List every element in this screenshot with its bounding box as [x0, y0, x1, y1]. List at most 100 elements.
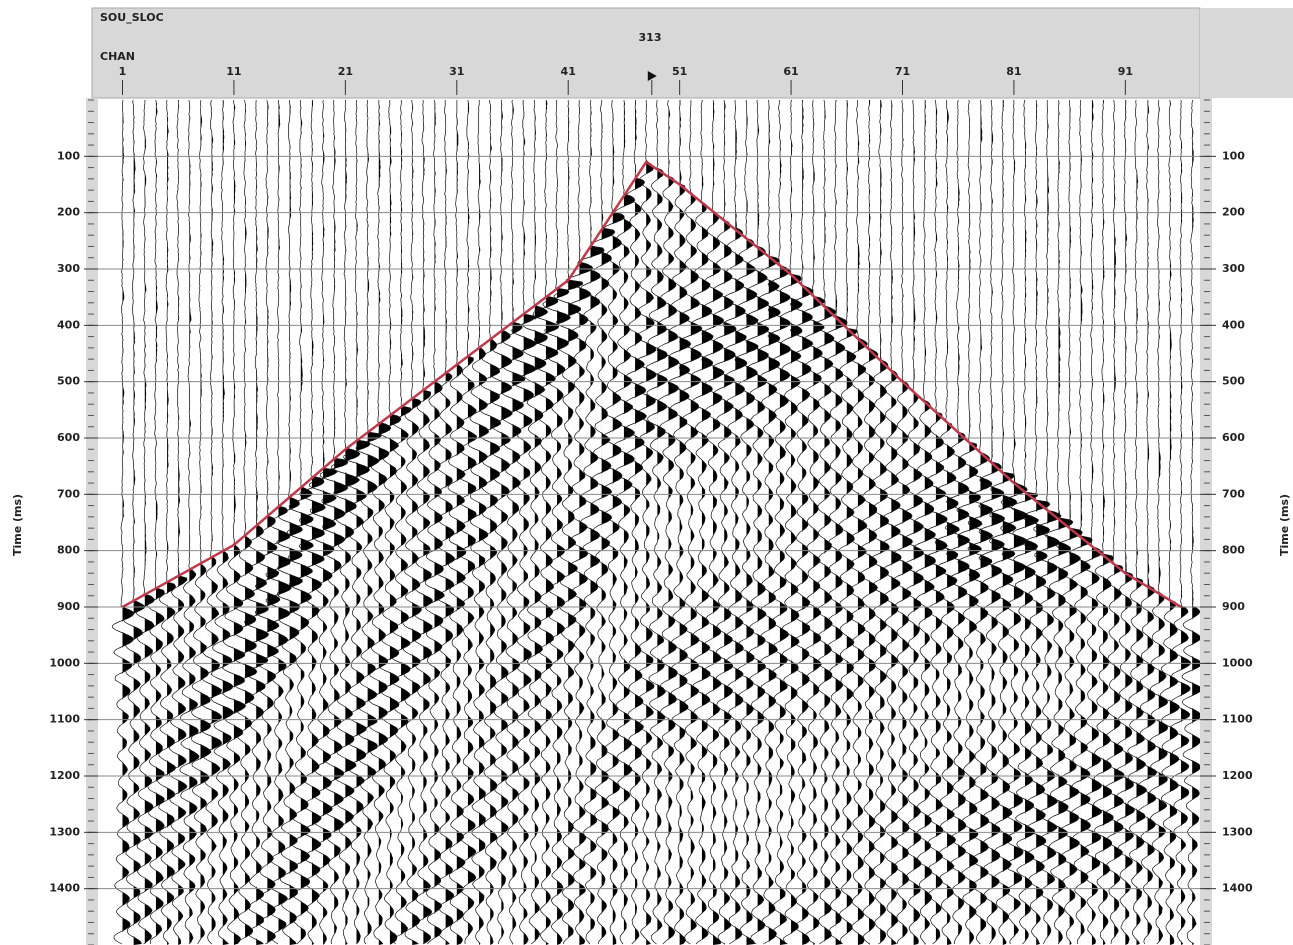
seismic-trace	[1150, 100, 1168, 944]
x-tick-label: 31	[449, 65, 464, 78]
seismic-trace	[191, 100, 211, 944]
y-tick-label: 400	[57, 318, 80, 331]
x-tick-label: 71	[895, 65, 910, 78]
trace-fill	[234, 100, 246, 945]
header-label: SOU_SLOC	[100, 11, 164, 24]
header-panel	[92, 8, 1200, 98]
seismic-trace	[790, 100, 813, 944]
y-tick-label: 1400	[49, 882, 80, 895]
seismic-trace	[136, 100, 155, 944]
y-tick-label: 1200	[49, 769, 80, 782]
trace-fill	[980, 100, 992, 945]
trace-fill	[1136, 100, 1146, 945]
trace-fill	[847, 100, 857, 945]
trace-fill	[702, 100, 713, 945]
seismic-trace	[1116, 100, 1135, 944]
seismic-trace	[903, 100, 923, 944]
trace-fill	[156, 100, 164, 945]
trace-fill	[936, 100, 947, 945]
y-tick-label: 1000	[1222, 656, 1253, 669]
x-tick-label: 21	[338, 65, 353, 78]
seismic-trace	[414, 100, 433, 944]
trace-fill	[468, 100, 477, 945]
trace-fill	[1181, 100, 1190, 945]
trace-fill	[167, 100, 176, 945]
trace-fill	[524, 100, 536, 945]
y-tick-label: 1300	[49, 825, 80, 838]
trace-fill	[379, 100, 391, 945]
trace-fill	[490, 100, 500, 945]
seismic-trace	[147, 100, 164, 944]
trace-fill	[746, 100, 758, 945]
trace-fill	[390, 100, 401, 945]
trace-fill	[925, 100, 936, 945]
seismic-trace	[668, 100, 690, 944]
y-tick-label: 200	[1222, 206, 1245, 219]
trace-fill	[134, 100, 145, 945]
x-tick-label: 51	[672, 65, 687, 78]
seismic-trace	[646, 100, 667, 944]
y-tick-label: 300	[1222, 262, 1245, 275]
y-tick-label: 900	[57, 600, 80, 613]
trace-fill	[1125, 100, 1134, 945]
seismic-trace	[1161, 100, 1180, 944]
y-tick-label: 600	[1222, 431, 1245, 444]
trace-fill	[902, 100, 912, 945]
trace-fill	[1092, 100, 1102, 945]
trace-fill	[969, 100, 982, 945]
y-tick-label: 300	[57, 262, 80, 275]
right-axis-strip	[1200, 98, 1212, 945]
trace-fill	[301, 100, 314, 945]
header-value: 313	[639, 31, 662, 44]
seismic-trace	[468, 100, 488, 944]
trace-fill	[546, 100, 559, 945]
x-tick-label: 91	[1118, 65, 1133, 78]
y-tick-label: 1100	[49, 713, 80, 726]
trace-fill	[813, 100, 824, 945]
seismic-trace	[158, 100, 176, 944]
x-tick-label: 11	[226, 65, 241, 78]
seismic-trace	[702, 100, 724, 944]
x-tick-label: 81	[1006, 65, 1021, 78]
x-axis-label: CHAN	[100, 50, 135, 63]
seismic-trace	[201, 100, 222, 944]
x-tick-label: 61	[783, 65, 798, 78]
seismic-display: SOU_SLOC 313 CHAN Time (ms) Time (ms) 10…	[0, 0, 1293, 945]
y-tick-label: 700	[1222, 487, 1245, 500]
y-tick-label: 600	[57, 431, 80, 444]
trace-fill	[1159, 100, 1168, 945]
trace-fill	[189, 100, 199, 945]
left-axis-strip	[86, 98, 98, 945]
trace-fill	[401, 100, 411, 945]
header-corner	[1200, 8, 1293, 98]
trace-fill	[501, 100, 512, 945]
seismic-trace	[679, 100, 702, 944]
trace-fill	[657, 100, 667, 945]
trace-fill	[435, 100, 445, 945]
y-tick-label: 1200	[1222, 769, 1253, 782]
y-tick-label: 100	[57, 149, 80, 162]
seismic-trace	[403, 100, 422, 944]
y-tick-label: 1100	[1222, 713, 1253, 726]
x-tick-label: 41	[561, 65, 576, 78]
trace-fill	[858, 100, 868, 945]
y-tick-label: 900	[1222, 600, 1245, 613]
y-tick-label: 800	[57, 544, 80, 557]
y-tick-label: 1000	[49, 656, 80, 669]
y-tick-label: 400	[1222, 318, 1245, 331]
trace-fill	[668, 100, 679, 945]
y-tick-label: 200	[57, 206, 80, 219]
trace-area	[112, 100, 1202, 945]
y-tick-label: 100	[1222, 149, 1245, 162]
trace-fill	[1170, 100, 1179, 945]
seismic-trace	[234, 100, 257, 944]
trace-fill	[479, 100, 489, 945]
y-tick-label: 1400	[1222, 882, 1253, 895]
trace-fill	[145, 100, 155, 945]
y-tick-label: 800	[1222, 544, 1245, 557]
trace-fill	[1114, 100, 1124, 945]
y-tick-label: 500	[57, 375, 80, 388]
trace-fill	[824, 100, 835, 945]
seismic-trace	[1082, 100, 1102, 944]
y-axis-label-left: Time (ms)	[11, 494, 24, 556]
